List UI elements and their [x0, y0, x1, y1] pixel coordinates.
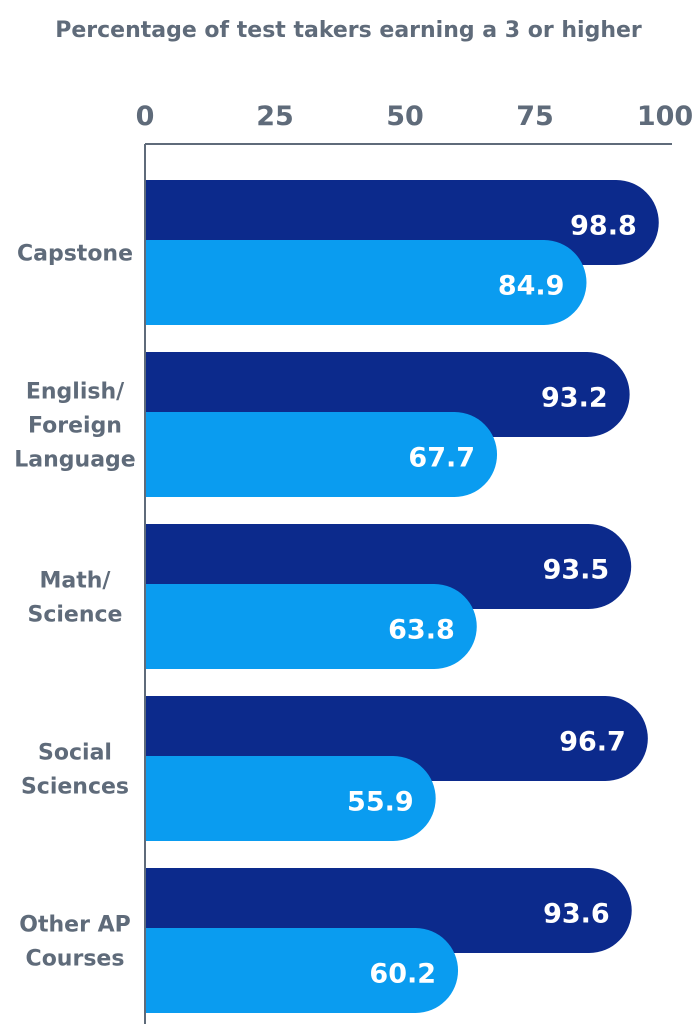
category-label-line: Language: [14, 448, 135, 473]
x-tick-label: 50: [386, 101, 424, 132]
category-label-line: Foreign: [28, 414, 122, 439]
bar: [145, 756, 436, 841]
category-label: Other AP Courses: [19, 913, 130, 972]
category-label: Math/Science: [28, 569, 123, 628]
category-label-line: Math/: [40, 569, 112, 594]
bar: [145, 412, 498, 497]
bar-value-label: 93.2: [541, 383, 608, 414]
x-tick-label: 25: [256, 101, 294, 132]
bar-value-label: 93.6: [543, 899, 610, 930]
bar-value-label: 93.5: [543, 555, 610, 586]
category-label-line: Courses: [26, 947, 125, 972]
category-label-line: Social: [38, 741, 112, 766]
bar-value-label: 55.9: [347, 787, 414, 818]
category-label-line: Capstone: [17, 242, 133, 267]
bar: [145, 928, 459, 1013]
bar-value-label: 98.8: [570, 211, 637, 242]
bar-value-label: 84.9: [498, 271, 565, 302]
bar: [145, 240, 587, 325]
x-tick-label: 75: [516, 101, 554, 132]
category-label-line: Science: [28, 603, 123, 628]
x-tick-label: 0: [136, 101, 155, 132]
x-tick-label: 100: [637, 101, 693, 132]
category-label-line: Other AP: [19, 913, 130, 938]
category-label: Capstone: [17, 242, 133, 267]
chart-title: Percentage of test takers earning a 3 or…: [55, 18, 642, 43]
bar-value-label: 67.7: [408, 443, 475, 474]
category-label: English/Foreign Language: [14, 380, 135, 473]
category-label-line: English/: [26, 380, 125, 405]
category-label: Social Sciences: [21, 741, 129, 800]
bar-value-label: 60.2: [369, 959, 436, 990]
bar-value-label: 96.7: [559, 727, 626, 758]
bar: [145, 584, 477, 669]
bar-value-label: 63.8: [388, 615, 455, 646]
category-label-line: Sciences: [21, 775, 129, 800]
